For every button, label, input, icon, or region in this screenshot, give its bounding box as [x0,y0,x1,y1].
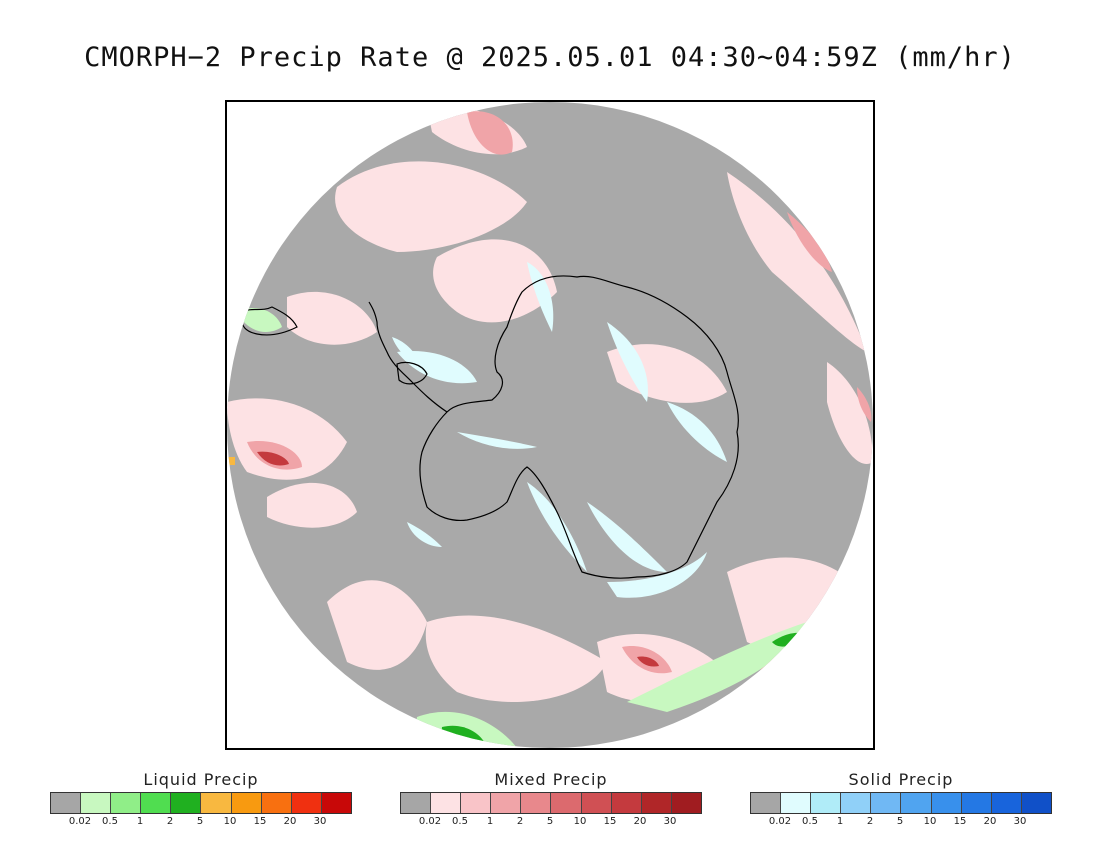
legend-swatch [931,793,962,813]
legend-tick-labels: 0.02 0.5 1 2 5 10 15 20 30 [400,814,700,828]
legend-title: Solid Precip [848,770,954,789]
precip-map [227,102,873,748]
legend-tick-labels: 0.02 0.5 1 2 5 10 15 20 30 [50,814,350,828]
legend-swatch [781,793,812,813]
legend-tick-label: 2 [866,816,874,827]
legend-tick-label: 5 [196,816,204,827]
legend-tick-label: 5 [896,816,904,827]
legend-tick-label: 5 [546,816,554,827]
legend-tick-label: 10 [573,816,587,827]
legend-swatch [231,793,262,813]
ice-shelf-outline [396,361,428,385]
legend-tick-label: 0.5 [802,816,818,827]
legend-tick-label: 30 [663,816,677,827]
legend-swatch [751,793,782,813]
legend-tick-label: 15 [253,816,267,827]
legend-swatch [201,793,232,813]
solid-precip-legend: Solid Precip 0.02 0.5 1 2 5 10 15 20 30 [750,770,1052,828]
legend-swatch [841,793,872,813]
legend-swatch [551,793,582,813]
legend-swatch [461,793,492,813]
legend-swatch [671,793,701,813]
south-america-coastline [240,306,298,336]
legend-color-bar [400,792,702,814]
legend-swatch [961,793,992,813]
legend-swatch [321,793,351,813]
legend-tick-label: 1 [136,816,144,827]
legend-color-bar [750,792,1052,814]
legend-tick-label: 2 [166,816,174,827]
legend-swatch [611,793,642,813]
legend-swatch [171,793,202,813]
legend-swatch [871,793,902,813]
legend-swatch [811,793,842,813]
legend-tick-label: 1 [836,816,844,827]
legend-swatch [491,793,522,813]
legend-swatch [401,793,432,813]
mixed-precip-legend: Mixed Precip 0.02 0.5 1 2 5 10 15 20 30 [400,770,702,828]
antarctic-peninsula-coastline [368,301,448,413]
legend-tick-label: 0.5 [102,816,118,827]
legend-tick-label: 0.02 [768,816,792,827]
chart-title: CMORPH−2 Precip Rate @ 2025.05.01 04:30∼… [84,42,1016,73]
legend-swatch [1021,793,1051,813]
legend-swatch [901,793,932,813]
legend-swatch [641,793,672,813]
legend-title: Mixed Precip [494,770,608,789]
liquid-precip-strong [227,457,235,465]
legend-swatch [81,793,112,813]
legend-tick-label: 0.02 [68,816,92,827]
legend-tick-labels: 0.02 0.5 1 2 5 10 15 20 30 [750,814,1050,828]
legend-color-bar [50,792,352,814]
legend-swatch [141,793,172,813]
legend-tick-label: 15 [603,816,617,827]
map-frame [225,100,875,750]
legend-swatch [261,793,292,813]
legend-swatch [521,793,552,813]
legend-swatch [291,793,322,813]
legend-tick-label: 20 [283,816,297,827]
legend-tick-label: 15 [953,816,967,827]
legend-tick-label: 0.02 [418,816,442,827]
legend-swatch [581,793,612,813]
mixed-precip-heavy [257,451,659,667]
legend-tick-label: 10 [923,816,937,827]
liquid-precip-legend: Liquid Precip 0.02 0.5 1 2 5 10 15 20 30 [50,770,352,828]
legend-swatch [51,793,82,813]
legend-tick-label: 2 [516,816,524,827]
legend-swatch [431,793,462,813]
legend-swatch [991,793,1022,813]
legend-tick-label: 20 [633,816,647,827]
legend-tick-label: 10 [223,816,237,827]
coastline [240,275,739,579]
legend-tick-label: 30 [313,816,327,827]
legend-swatch [111,793,142,813]
legend-tick-label: 1 [486,816,494,827]
legend-tick-label: 30 [1013,816,1027,827]
legend-title: Liquid Precip [143,770,259,789]
legend-tick-label: 0.5 [452,816,468,827]
antarctica-coastline [419,275,739,579]
legend-tick-label: 20 [983,816,997,827]
